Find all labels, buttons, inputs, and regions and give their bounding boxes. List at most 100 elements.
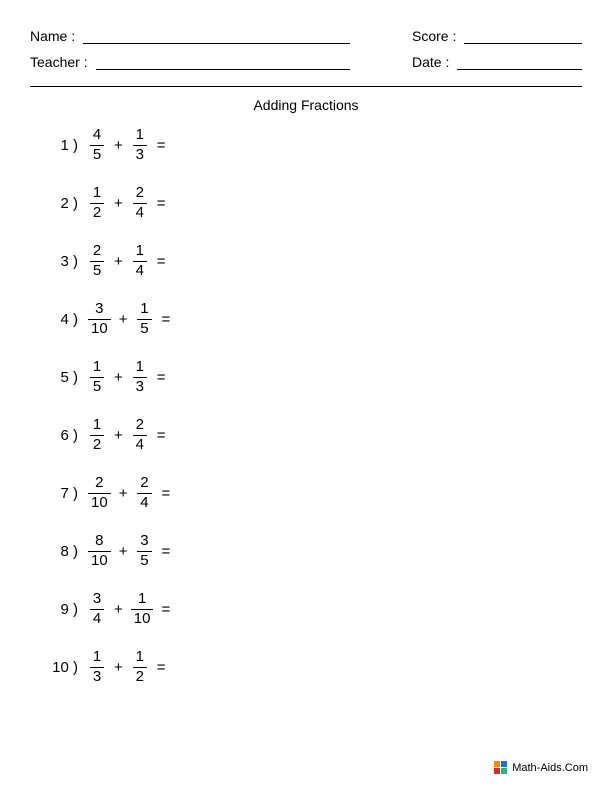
- fraction-numerator: 1: [133, 649, 147, 667]
- fraction-numerator: 2: [133, 417, 147, 435]
- fraction: 310: [88, 301, 111, 337]
- fraction: 24: [131, 417, 149, 453]
- worksheet-header: Name : Teacher : Score : Date :: [30, 28, 582, 80]
- problems-list: 1 )45+13=2 )12+24=3 )25+14=4 )310+15=5 )…: [30, 127, 582, 685]
- problem-row: 6 )12+24=: [50, 417, 582, 453]
- operator-plus: +: [106, 253, 131, 270]
- footer-text: Math-Aids.Com: [512, 762, 588, 774]
- date-blank-line: [457, 56, 582, 70]
- fraction-denominator: 4: [90, 609, 104, 628]
- fraction-denominator: 5: [137, 551, 151, 570]
- problem-number: 1 ): [50, 137, 88, 154]
- fraction: 12: [88, 185, 106, 221]
- fraction: 13: [131, 127, 149, 163]
- fraction-numerator: 1: [90, 359, 104, 377]
- equals-sign: =: [153, 543, 178, 560]
- fraction: 810: [88, 533, 111, 569]
- fraction-numerator: 1: [133, 127, 147, 145]
- fraction-numerator: 1: [90, 649, 104, 667]
- fraction-numerator: 3: [92, 301, 106, 319]
- equals-sign: =: [153, 601, 178, 618]
- fraction-numerator: 2: [137, 475, 151, 493]
- equals-sign: =: [149, 137, 174, 154]
- name-label: Name :: [30, 28, 75, 44]
- fraction-denominator: 5: [90, 145, 104, 164]
- score-label: Score :: [412, 28, 456, 44]
- fraction-numerator: 1: [133, 243, 147, 261]
- problem-number: 4 ): [50, 311, 88, 328]
- fraction-denominator: 3: [90, 667, 104, 686]
- fraction-numerator: 1: [133, 359, 147, 377]
- fraction: 24: [135, 475, 153, 511]
- operator-plus: +: [106, 659, 131, 676]
- fraction: 45: [88, 127, 106, 163]
- operator-plus: +: [111, 485, 136, 502]
- logo-square: [501, 768, 507, 774]
- fraction: 35: [135, 533, 153, 569]
- operator-plus: +: [106, 427, 131, 444]
- fraction-denominator: 3: [133, 145, 147, 164]
- problem-number: 10 ): [50, 659, 88, 676]
- fraction-denominator: 10: [88, 493, 111, 512]
- fraction-denominator: 2: [90, 435, 104, 454]
- fraction-denominator: 5: [90, 261, 104, 280]
- fraction: 13: [88, 649, 106, 685]
- fraction-numerator: 1: [135, 591, 149, 609]
- fraction-denominator: 3: [133, 377, 147, 396]
- equals-sign: =: [149, 427, 174, 444]
- operator-plus: +: [111, 311, 136, 328]
- problem-row: 5 )15+13=: [50, 359, 582, 395]
- operator-plus: +: [106, 195, 131, 212]
- fraction-numerator: 2: [90, 243, 104, 261]
- equals-sign: =: [149, 253, 174, 270]
- fraction-numerator: 2: [133, 185, 147, 203]
- footer: Math-Aids.Com: [494, 761, 588, 774]
- equals-sign: =: [149, 195, 174, 212]
- fraction-denominator: 4: [133, 261, 147, 280]
- score-blank-line: [464, 30, 582, 44]
- fraction-numerator: 2: [92, 475, 106, 493]
- teacher-field-row: Teacher :: [30, 54, 350, 70]
- worksheet-title: Adding Fractions: [30, 97, 582, 113]
- fraction-denominator: 2: [133, 667, 147, 686]
- score-field-row: Score :: [412, 28, 582, 44]
- name-blank-line: [83, 30, 350, 44]
- problem-number: 7 ): [50, 485, 88, 502]
- problem-row: 3 )25+14=: [50, 243, 582, 279]
- operator-plus: +: [111, 543, 136, 560]
- name-field-row: Name :: [30, 28, 350, 44]
- fraction-denominator: 10: [88, 551, 111, 570]
- problem-row: 4 )310+15=: [50, 301, 582, 337]
- problem-number: 9 ): [50, 601, 88, 618]
- logo-icon: [494, 761, 507, 774]
- fraction-numerator: 1: [137, 301, 151, 319]
- fraction-numerator: 1: [90, 185, 104, 203]
- problem-number: 2 ): [50, 195, 88, 212]
- equals-sign: =: [153, 311, 178, 328]
- fraction: 14: [131, 243, 149, 279]
- equals-sign: =: [149, 369, 174, 386]
- fraction-denominator: 4: [133, 435, 147, 454]
- equals-sign: =: [149, 659, 174, 676]
- problem-row: 7 )210+24=: [50, 475, 582, 511]
- fraction: 210: [88, 475, 111, 511]
- fraction: 110: [131, 591, 154, 627]
- fraction: 34: [88, 591, 106, 627]
- date-field-row: Date :: [412, 54, 582, 70]
- problem-row: 9 )34+110=: [50, 591, 582, 627]
- teacher-label: Teacher :: [30, 54, 88, 70]
- operator-plus: +: [106, 137, 131, 154]
- problem-number: 6 ): [50, 427, 88, 444]
- fraction-denominator: 5: [137, 319, 151, 338]
- problem-row: 2 )12+24=: [50, 185, 582, 221]
- fraction-denominator: 4: [137, 493, 151, 512]
- fraction-denominator: 2: [90, 203, 104, 222]
- fraction: 12: [131, 649, 149, 685]
- fraction: 15: [88, 359, 106, 395]
- problem-number: 3 ): [50, 253, 88, 270]
- logo-square: [494, 761, 500, 767]
- fraction-denominator: 4: [133, 203, 147, 222]
- header-divider: [30, 86, 582, 87]
- operator-plus: +: [106, 601, 131, 618]
- fraction: 15: [135, 301, 153, 337]
